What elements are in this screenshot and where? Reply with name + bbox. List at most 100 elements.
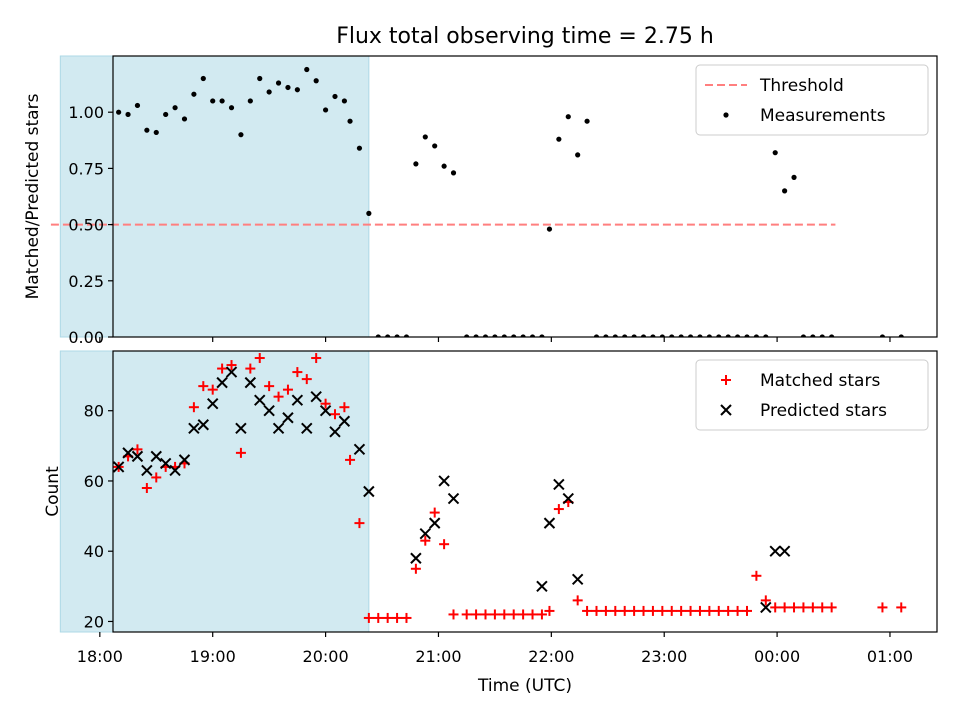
predicted-star-point: [131, 450, 144, 463]
predicted-star-point: [216, 376, 228, 389]
predicted-star-point: [419, 527, 431, 540]
matched-star-point: [282, 384, 293, 395]
matched-star-point: [817, 602, 828, 613]
measurement-point: [322, 107, 329, 113]
matched-star-point: [896, 602, 907, 613]
legend-entry-label: Predicted stars: [760, 401, 887, 421]
matched-star-point: [188, 402, 199, 413]
predicted-star-point: [178, 454, 191, 466]
measurement-point: [492, 334, 498, 337]
x-stroke-b: [254, 394, 266, 406]
predicted-star-point: [319, 405, 332, 417]
x-stroke-b: [543, 517, 556, 529]
x-tick-label: 20:00: [303, 647, 349, 666]
x-stroke-b: [720, 404, 732, 416]
x-tick-label: 01:00: [867, 647, 913, 666]
measurement-point: [603, 334, 609, 337]
x-stroke-b: [272, 422, 285, 434]
matched-star-point: [198, 381, 209, 392]
observing-window-shade: [59, 55, 370, 338]
x-stroke-b: [216, 376, 228, 389]
legend-box: [695, 359, 929, 431]
measurement-point: [725, 334, 731, 337]
x-stroke-b: [122, 447, 134, 459]
predicted-star-point: [536, 580, 548, 593]
matched-star-point: [329, 409, 340, 420]
data-layer: [116, 66, 904, 337]
matched-star-point: [629, 605, 640, 616]
matched-star-point: [392, 612, 403, 623]
measurement-point: [622, 334, 628, 337]
x-stroke-b: [263, 405, 275, 417]
x-stroke-b: [225, 366, 238, 378]
measurement-point: [172, 105, 178, 111]
measurement-point: [819, 334, 825, 337]
matched-star-point: [713, 605, 724, 616]
x-stroke-b: [282, 412, 294, 424]
measurement-point: [734, 334, 741, 337]
matched-star-point: [471, 609, 482, 620]
x-stroke-b: [301, 422, 313, 434]
predicted-star-point: [254, 394, 266, 406]
y-axis-label: Count: [43, 466, 63, 517]
measurement-point: [782, 188, 788, 194]
measurement-point: [375, 334, 381, 337]
measurement-point: [473, 334, 479, 337]
matched-star-point: [264, 381, 275, 392]
matched-star-point: [600, 605, 611, 616]
matched-star-point: [301, 374, 312, 385]
predicted-star-point: [543, 517, 556, 529]
matched-star-point: [273, 391, 284, 402]
x-stroke-b: [113, 461, 125, 473]
matched-star-point: [508, 609, 519, 620]
measurement-point: [716, 334, 722, 337]
x-stroke-b: [571, 573, 584, 586]
matched-star-point: [480, 609, 491, 620]
legend-measurement-swatch: [723, 112, 729, 118]
axes-frame: [112, 55, 938, 338]
measurement-point: [181, 116, 188, 122]
matched-star-point: [410, 563, 421, 574]
predicted-star-point: [769, 545, 781, 557]
matched-star-point: [676, 605, 687, 616]
top-panel: 0.00 0.25 0.50 0.75 1.00 Matched/Predicted st…: [23, 55, 938, 347]
x-tick-label: 22:00: [528, 647, 574, 666]
predicted-star-point: [282, 412, 294, 424]
measurement-point: [191, 91, 197, 97]
x-stroke-b: [778, 545, 791, 557]
predicted-star-point: [113, 461, 125, 473]
matched-star-point: [207, 384, 218, 395]
predicted-star-point: [272, 422, 285, 434]
predicted-star-point: [235, 422, 247, 434]
measurement-point: [341, 98, 347, 104]
x-tick-label: 19:00: [190, 647, 236, 666]
legend-entry-label: Matched stars: [760, 371, 880, 391]
predicted-star-point: [329, 426, 341, 438]
matched-star-point: [151, 472, 162, 483]
matched-star-point: [704, 605, 715, 616]
predicted-star-point: [169, 464, 181, 477]
matched-star-point: [527, 609, 538, 620]
matched-star-point: [373, 612, 384, 623]
matched-star-point: [235, 447, 246, 458]
matched-star-point: [751, 570, 762, 581]
measurement-point: [294, 87, 300, 93]
predicted-star-point: [428, 517, 441, 529]
matched-star-point: [553, 504, 564, 515]
predicted-star-point: [338, 415, 351, 427]
x-stroke-b: [438, 475, 450, 487]
y-tick-label: 0.25: [68, 272, 104, 291]
matched-star-point: [807, 602, 818, 613]
measurement-point: [898, 334, 904, 337]
measurement-point: [332, 93, 338, 100]
matched-star-point: [141, 482, 152, 493]
legend-entry-label: Measurements: [760, 106, 886, 126]
measurement-point: [394, 334, 400, 337]
measurement-point: [546, 226, 553, 232]
matched-star-point: [226, 360, 237, 371]
predicted-star-point: [562, 492, 574, 505]
matched-star-point: [420, 535, 431, 546]
matched-star-point: [489, 609, 500, 620]
